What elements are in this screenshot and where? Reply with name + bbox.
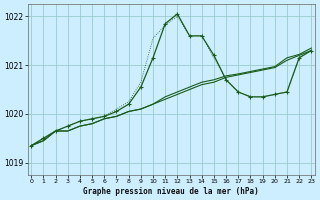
X-axis label: Graphe pression niveau de la mer (hPa): Graphe pression niveau de la mer (hPa) (84, 187, 259, 196)
